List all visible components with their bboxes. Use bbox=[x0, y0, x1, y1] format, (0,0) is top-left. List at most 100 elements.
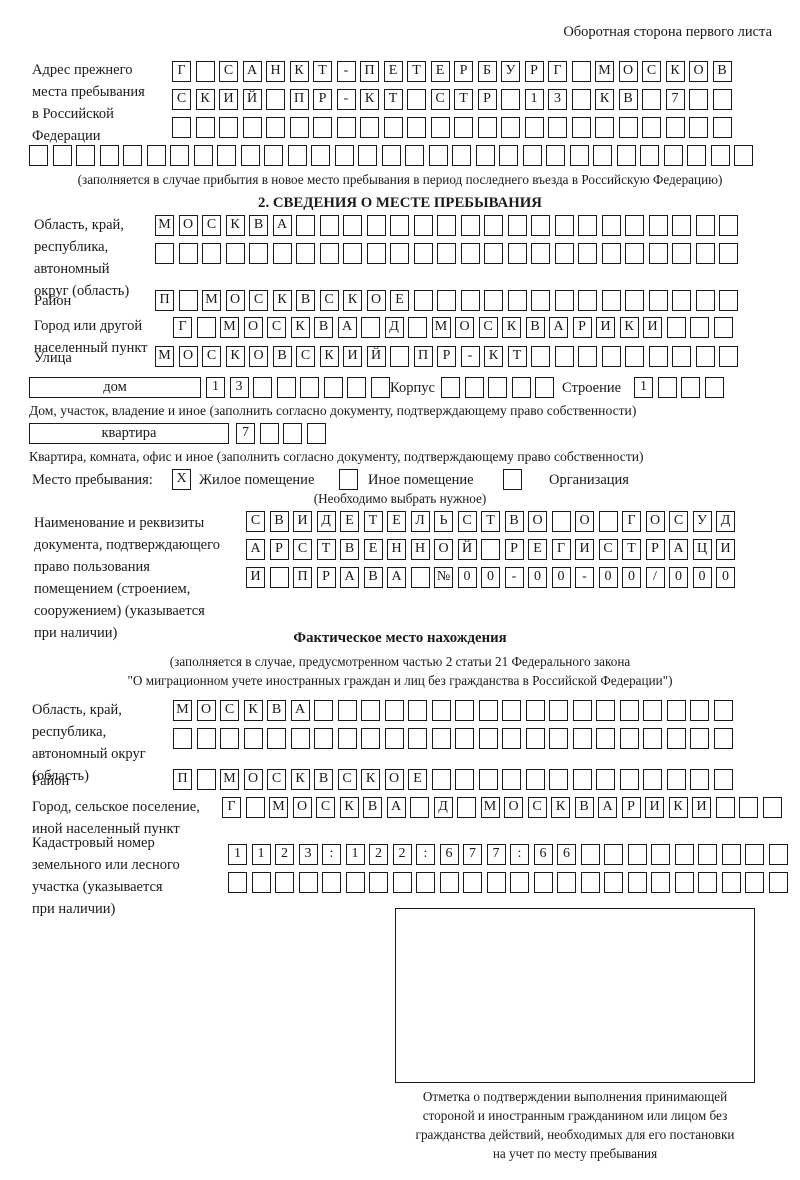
stay-district-row-cell-13[interactable] bbox=[437, 290, 456, 311]
korpus-row-cell-3[interactable] bbox=[488, 377, 507, 398]
actual-city-row-cell-9[interactable] bbox=[410, 797, 429, 818]
actual-district-row-cell-24[interactable] bbox=[713, 769, 733, 790]
stay-street-row-cell-21[interactable] bbox=[625, 346, 644, 367]
doc-details-row-3-cell-14[interactable]: 0 bbox=[551, 567, 571, 588]
stay-region-row-2-cell-19[interactable] bbox=[578, 243, 597, 264]
actual-city-row-cell-6[interactable]: К bbox=[339, 797, 359, 818]
actual-city-row-cell-20[interactable]: К bbox=[668, 797, 688, 818]
prev-address-row-2-cell-20[interactable]: В bbox=[618, 89, 638, 110]
actual-region-row-1-cell-2[interactable]: О bbox=[196, 700, 216, 721]
stay-region-row-2-cell-1[interactable] bbox=[155, 243, 174, 264]
prev-address-row-2-cell-10[interactable]: Т bbox=[383, 89, 403, 110]
stroenie-row[interactable]: 1 bbox=[634, 377, 724, 398]
stay-district-row-cell-12[interactable] bbox=[413, 290, 433, 311]
actual-district-row-cell-20[interactable] bbox=[619, 769, 639, 790]
cadastre-row-1-cell-7[interactable]: 2 bbox=[369, 844, 388, 865]
stay-district-row-cell-3[interactable]: М bbox=[202, 290, 221, 311]
cadastre-row-2-cell-16[interactable] bbox=[580, 872, 600, 893]
prev-address-row-1-cell-18[interactable] bbox=[571, 61, 591, 82]
prev-address-row-1-cell-7[interactable]: Т bbox=[313, 61, 332, 82]
cadastre-row-1-cell-16[interactable] bbox=[580, 844, 600, 865]
doc-details-row-1-cell-21[interactable]: Д bbox=[716, 511, 735, 532]
actual-region-row-1-cell-1[interactable]: М bbox=[173, 700, 192, 721]
prev-address-row-4-cell-9[interactable] bbox=[217, 145, 236, 166]
stay-city-row-cell-21[interactable]: И bbox=[643, 317, 662, 338]
actual-region-row-2-cell-6[interactable] bbox=[290, 728, 310, 749]
prev-address-row-4-cell-8[interactable] bbox=[193, 145, 213, 166]
cadastre-row-1-cell-8[interactable]: 2 bbox=[392, 844, 412, 865]
stay-street-row-cell-14[interactable]: - bbox=[460, 346, 480, 367]
doc-details-row-3-cell-13[interactable]: 0 bbox=[528, 567, 547, 588]
doc-details-row-2-cell-8[interactable]: Н bbox=[410, 539, 430, 560]
stay-region-row-1-cell-25[interactable] bbox=[719, 215, 738, 236]
stay-district-row-cell-7[interactable]: В bbox=[296, 290, 315, 311]
prev-address-row-3-cell-23[interactable] bbox=[689, 117, 708, 138]
prev-address-row-2-cell-2[interactable]: К bbox=[195, 89, 215, 110]
stay-region-row-1-cell-3[interactable]: С bbox=[202, 215, 221, 236]
prev-address-row-4-cell-26[interactable] bbox=[616, 145, 636, 166]
doc-details-row-3-cell-20[interactable]: 0 bbox=[692, 567, 712, 588]
cadastre-row-2-cell-13[interactable] bbox=[510, 872, 529, 893]
cadastre-row-2-cell-22[interactable] bbox=[721, 872, 741, 893]
doc-details-row-3-cell-12[interactable]: - bbox=[504, 567, 524, 588]
stay-street-row-cell-17[interactable] bbox=[531, 346, 550, 367]
actual-region-row-1-cell-15[interactable] bbox=[502, 700, 521, 721]
prev-address-row-4-cell-27[interactable] bbox=[640, 145, 659, 166]
prev-address-row-3-cell-12[interactable] bbox=[430, 117, 450, 138]
cadastre-row-1-cell-2[interactable]: 1 bbox=[251, 844, 271, 865]
prev-address-row-3-cell-4[interactable] bbox=[242, 117, 262, 138]
house-number-row-cell-7[interactable] bbox=[347, 377, 366, 398]
prev-address-row-4-cell-1[interactable] bbox=[29, 145, 48, 166]
doc-details-row-2-cell-10[interactable]: Й bbox=[457, 539, 477, 560]
prev-address-row-3-cell-17[interactable] bbox=[548, 117, 567, 138]
stroenie-row-cell-3[interactable] bbox=[681, 377, 700, 398]
actual-city-row-cell-22[interactable] bbox=[715, 797, 735, 818]
doc-details-row-3-cell-3[interactable]: П bbox=[293, 567, 312, 588]
actual-region-row-2-cell-8[interactable] bbox=[337, 728, 357, 749]
stay-region-row-2-cell-9[interactable] bbox=[343, 243, 362, 264]
stay-city-row-cell-11[interactable] bbox=[408, 317, 427, 338]
doc-details-row-3-cell-8[interactable] bbox=[410, 567, 430, 588]
cadastre-row-1-cell-10[interactable]: 6 bbox=[439, 844, 459, 865]
prev-address-row-2-cell-17[interactable]: 3 bbox=[548, 89, 567, 110]
prev-address-row-4-cell-29[interactable] bbox=[687, 145, 706, 166]
actual-district-row-cell-5[interactable]: С bbox=[267, 769, 286, 790]
doc-details-row-1-cell-11[interactable]: Т bbox=[481, 511, 500, 532]
cadastre-row-2-cell-12[interactable] bbox=[486, 872, 506, 893]
stay-city-row-cell-22[interactable] bbox=[666, 317, 686, 338]
cadastre-row-2-cell-9[interactable] bbox=[416, 872, 435, 893]
prev-address-row-2-cell-16[interactable]: 1 bbox=[524, 89, 544, 110]
cadastre-row-1-cell-22[interactable] bbox=[721, 844, 741, 865]
prev-address-row-3-cell-14[interactable] bbox=[477, 117, 497, 138]
stay-region-row-2-cell-10[interactable] bbox=[366, 243, 386, 264]
actual-region-row-1-cell-23[interactable] bbox=[690, 700, 709, 721]
doc-details-row-1-cell-8[interactable]: Л bbox=[410, 511, 430, 532]
prev-address-row-2-cell-14[interactable]: Р bbox=[477, 89, 497, 110]
actual-district-row-cell-14[interactable] bbox=[478, 769, 498, 790]
prev-address-row-2-cell-23[interactable] bbox=[689, 89, 708, 110]
stay-street-row-cell-23[interactable] bbox=[672, 346, 691, 367]
flat-number-row[interactable]: 7 bbox=[236, 423, 326, 444]
actual-region-row-2-cell-17[interactable] bbox=[549, 728, 568, 749]
stay-city-row-cell-4[interactable]: О bbox=[243, 317, 263, 338]
korpus-row-cell-4[interactable] bbox=[511, 377, 531, 398]
doc-details-row-2-cell-11[interactable] bbox=[481, 539, 500, 560]
prev-address-row-3-cell-19[interactable] bbox=[595, 117, 614, 138]
prev-address-row-1-cell-10[interactable]: Е bbox=[383, 61, 403, 82]
doc-details-row-3-cell-21[interactable]: 0 bbox=[716, 567, 735, 588]
prev-address-row-3-cell-16[interactable] bbox=[524, 117, 544, 138]
prev-address-row-3-cell-6[interactable] bbox=[289, 117, 309, 138]
actual-region-row-1-cell-17[interactable] bbox=[549, 700, 568, 721]
flat-number-row-cell-1[interactable]: 7 bbox=[236, 423, 255, 444]
actual-region-row-2-cell-13[interactable] bbox=[455, 728, 474, 749]
stay-region-row-2-cell-8[interactable] bbox=[319, 243, 339, 264]
stay-region-row-2-cell-22[interactable] bbox=[648, 243, 668, 264]
doc-details-row-1-cell-19[interactable]: С bbox=[669, 511, 688, 532]
stay-street-row-cell-18[interactable] bbox=[554, 346, 574, 367]
stay-city-row-cell-15[interactable]: К bbox=[502, 317, 521, 338]
actual-city-row-cell-23[interactable] bbox=[739, 797, 758, 818]
stay-district-row-cell-4[interactable]: О bbox=[225, 290, 245, 311]
prev-address-row-3-cell-24[interactable] bbox=[712, 117, 732, 138]
